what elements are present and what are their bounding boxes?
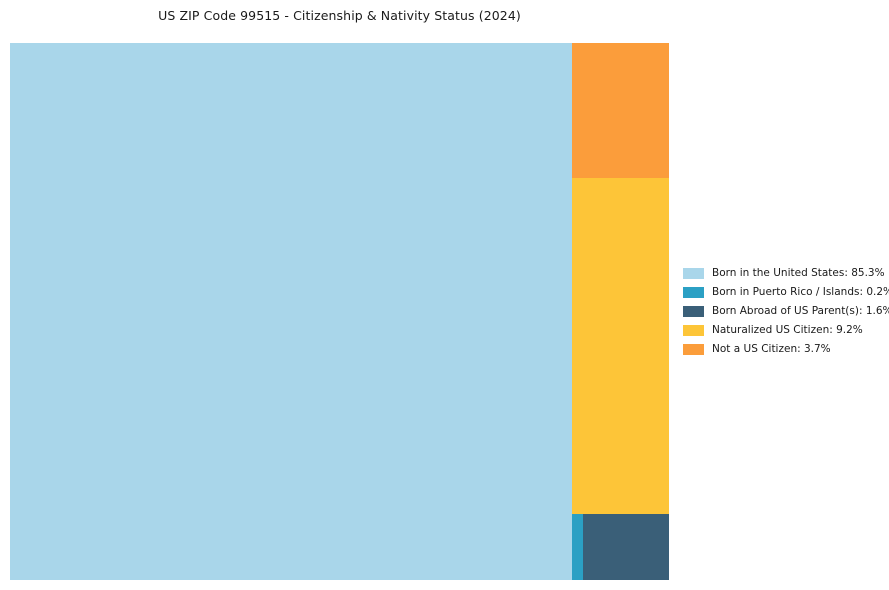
- chart-title: US ZIP Code 99515 - Citizenship & Nativi…: [158, 8, 521, 23]
- legend-swatch-born-abroad: [683, 305, 704, 317]
- legend-item: Born Abroad of US Parent(s): 1.6%: [683, 305, 889, 317]
- treemap-block-naturalized-citizen: [572, 178, 669, 515]
- legend-item: Not a US Citizen: 3.7%: [683, 343, 889, 355]
- treemap-chart: [10, 43, 669, 580]
- treemap-block-born-abroad: [582, 514, 669, 580]
- legend-item: Born in Puerto Rico / Islands: 0.2%: [683, 286, 889, 298]
- legend-item: Naturalized US Citizen: 9.2%: [683, 324, 889, 336]
- legend-item: Born in the United States: 85.3%: [683, 267, 889, 279]
- legend-swatch-not-us-citizen: [683, 343, 704, 355]
- legend-swatch-naturalized-citizen: [683, 324, 704, 336]
- treemap-bottom-row: [572, 514, 669, 580]
- treemap-block-not-us-citizen: [572, 43, 669, 179]
- legend-label: Naturalized US Citizen: 9.2%: [712, 324, 863, 336]
- treemap-block-born-puerto-rico: [572, 514, 583, 580]
- legend-swatch-born-in-us: [683, 267, 704, 279]
- chart-legend: Born in the United States: 85.3% Born in…: [683, 267, 889, 362]
- legend-label: Born in Puerto Rico / Islands: 0.2%: [712, 286, 889, 298]
- legend-swatch-born-puerto-rico: [683, 286, 704, 298]
- treemap-right-column: [572, 43, 669, 580]
- treemap-block-born-in-us: [10, 43, 573, 580]
- legend-label: Born Abroad of US Parent(s): 1.6%: [712, 305, 889, 317]
- legend-label: Born in the United States: 85.3%: [712, 267, 885, 279]
- legend-label: Not a US Citizen: 3.7%: [712, 343, 831, 355]
